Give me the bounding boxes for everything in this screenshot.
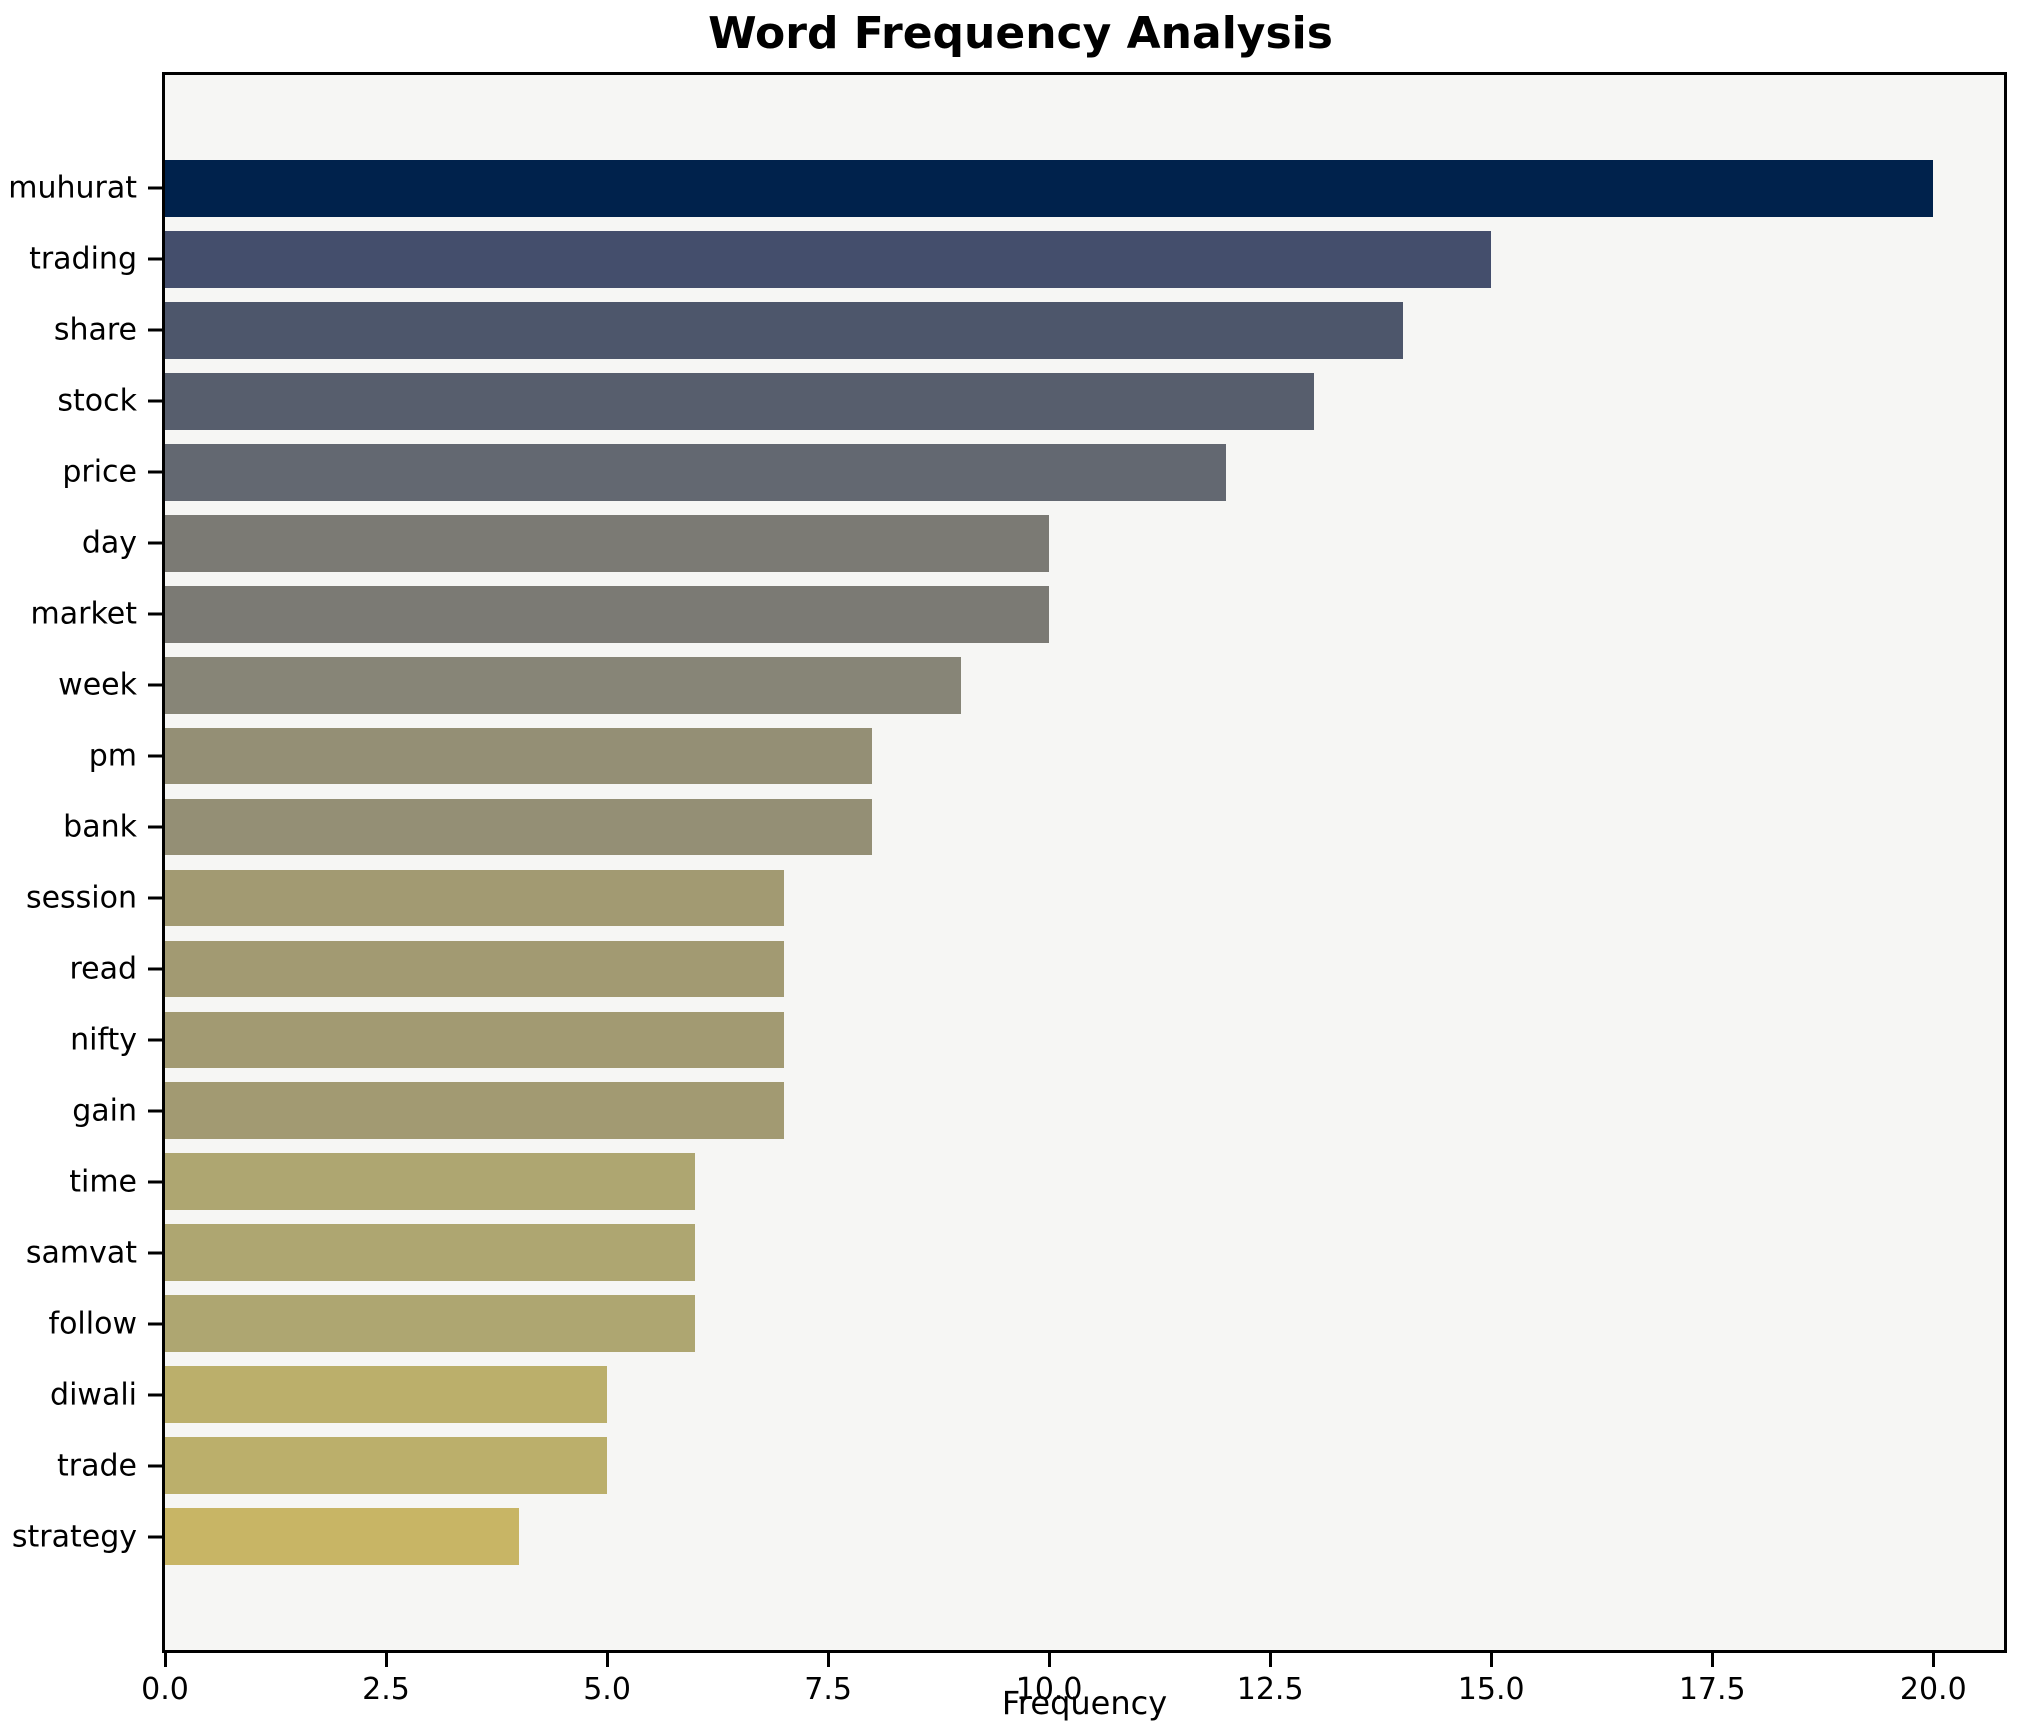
bar-row: week <box>58 650 2004 721</box>
bar-muhurat <box>165 160 1934 217</box>
y-tick-mark <box>148 1322 162 1326</box>
x-tick-mark <box>826 1653 830 1667</box>
y-tick-mark <box>148 186 162 190</box>
y-tick-label: session <box>25 880 137 916</box>
bar-follow <box>165 1295 696 1353</box>
bar-trading <box>165 231 1492 288</box>
bar-nifty <box>165 1011 784 1069</box>
y-tick-label: samvat <box>25 1235 137 1271</box>
y-tick-mark <box>148 612 162 616</box>
x-tick-mark <box>1268 1653 1272 1667</box>
y-tick-mark <box>148 257 162 261</box>
bar-row: time <box>69 1146 2004 1217</box>
y-tick-mark <box>148 1038 162 1042</box>
x-tick-mark <box>163 1653 167 1667</box>
bar-strategy <box>165 1508 519 1565</box>
bar-rows: muhurat trading share stock price day market we… <box>8 75 2004 1650</box>
y-tick-label: diwali <box>50 1377 137 1413</box>
y-tick-label: market <box>30 596 137 632</box>
bar-stock <box>165 372 1315 430</box>
y-tick-label: price <box>62 454 137 490</box>
bar-gain <box>165 1082 784 1140</box>
y-tick-label: bank <box>63 809 137 845</box>
bar-row: gain <box>72 1075 2004 1146</box>
x-axis-label: Frequency <box>1001 1684 1168 1722</box>
y-tick-label: read <box>69 951 137 987</box>
y-tick-mark <box>148 754 162 758</box>
x-tick-mark <box>1931 1653 1935 1667</box>
bar-time <box>165 1153 696 1211</box>
bar-row: diwali <box>50 1359 2004 1430</box>
bar-row: market <box>31 579 2004 650</box>
bar-samvat <box>165 1224 696 1282</box>
x-tick-mark <box>1489 1653 1493 1667</box>
bar-row: share <box>54 295 2004 366</box>
chart-title: Word Frequency Analysis <box>708 8 1333 59</box>
y-tick-mark <box>148 399 162 403</box>
bar-row: nifty <box>70 1004 2004 1075</box>
x-tick-mark <box>384 1653 388 1667</box>
bar-market <box>165 585 1050 643</box>
y-tick-mark <box>148 328 162 332</box>
bar-read <box>165 940 784 998</box>
bar-row: price <box>62 437 2004 508</box>
bar-row: session <box>26 863 2004 934</box>
bar-row: day <box>82 508 2004 579</box>
bar-row: pm <box>89 721 2004 792</box>
bar-row: strategy <box>12 1501 2004 1572</box>
y-tick-label: pm <box>88 738 137 774</box>
y-tick-label: gain <box>72 1093 137 1129</box>
x-tick-mark <box>1047 1653 1051 1667</box>
bar-diwali <box>165 1366 608 1424</box>
y-tick-label: follow <box>48 1306 137 1342</box>
bar-trade <box>165 1437 608 1494</box>
y-tick-mark <box>148 1109 162 1113</box>
bar-row: stock <box>57 366 2004 437</box>
y-tick-label: time <box>69 1164 137 1200</box>
y-tick-label: trading <box>29 241 137 277</box>
bar-row: samvat <box>26 1217 2004 1288</box>
y-tick-mark <box>148 825 162 829</box>
bar-row: follow <box>49 1288 2004 1359</box>
y-tick-label: stock <box>57 383 137 419</box>
bar-row: trade <box>57 1430 2004 1501</box>
bar-share <box>165 302 1403 359</box>
y-tick-mark <box>148 967 162 971</box>
y-tick-mark <box>148 1464 162 1468</box>
bar-row: bank <box>63 792 2004 863</box>
bar-week <box>165 656 961 714</box>
y-tick-label: share <box>53 312 137 348</box>
y-tick-label: trade <box>57 1448 137 1484</box>
y-tick-mark <box>148 541 162 545</box>
bar-session <box>165 869 784 927</box>
y-tick-label: muhurat <box>8 170 137 206</box>
y-tick-label: nifty <box>70 1022 137 1058</box>
plot-area: muhurat trading share stock price day market we… <box>8 72 2007 1707</box>
y-tick-mark <box>148 1180 162 1184</box>
y-tick-mark <box>148 896 162 900</box>
bar-row: muhurat <box>8 153 2004 224</box>
y-tick-mark <box>148 1535 162 1539</box>
y-tick-mark <box>148 683 162 687</box>
y-tick-mark <box>148 470 162 474</box>
y-tick-label: day <box>81 525 137 561</box>
bar-pm <box>165 727 873 785</box>
bar-row: read <box>69 933 2004 1004</box>
bar-price <box>165 443 1226 501</box>
y-tick-mark <box>148 1393 162 1397</box>
y-tick-label: strategy <box>11 1519 137 1555</box>
y-tick-label: week <box>58 667 137 703</box>
bar-row: trading <box>29 224 2004 295</box>
bar-bank <box>165 798 873 856</box>
bar-day <box>165 514 1050 572</box>
x-tick-mark <box>1710 1653 1714 1667</box>
y-tick-mark <box>148 1251 162 1255</box>
x-tick-mark <box>605 1653 609 1667</box>
